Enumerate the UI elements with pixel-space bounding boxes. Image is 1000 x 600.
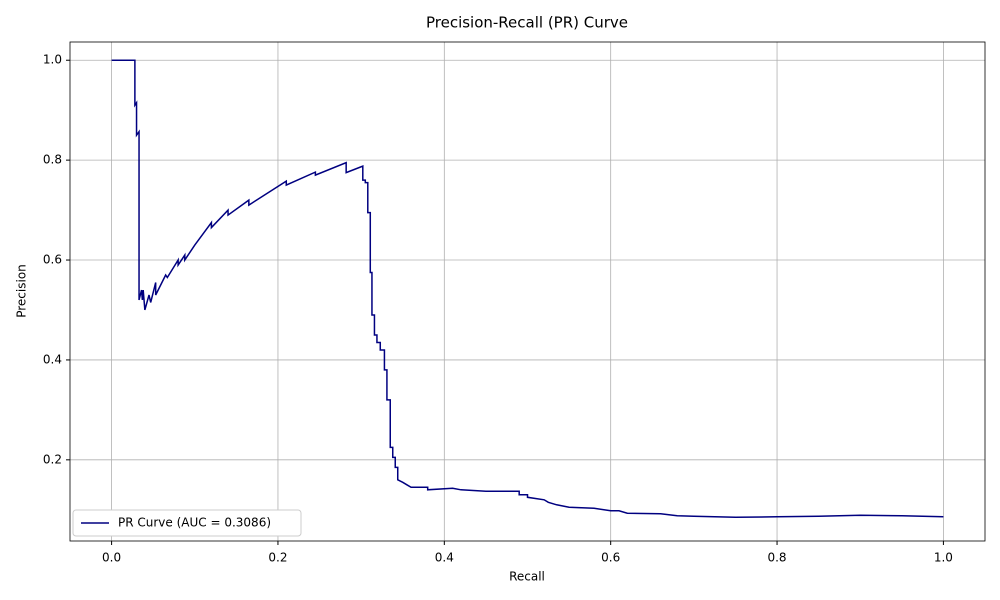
y-tick-label: 0.4 bbox=[43, 352, 62, 366]
y-axis-label: Precision bbox=[15, 264, 29, 318]
x-tick-label: 0.2 bbox=[268, 551, 287, 565]
plot-frame bbox=[69, 41, 986, 542]
x-tick-label: 0.4 bbox=[435, 551, 454, 565]
x-tick-label: 0.8 bbox=[767, 551, 786, 565]
x-tick-label: 1.0 bbox=[934, 551, 953, 565]
x-axis-label: Recall bbox=[509, 570, 545, 584]
y-tick-label: 0.6 bbox=[43, 253, 62, 267]
y-tick-label: 1.0 bbox=[43, 53, 62, 67]
pr-line bbox=[111, 59, 944, 519]
chart-title: Precision-Recall (PR) Curve bbox=[426, 14, 628, 32]
x-tick-label: 0.0 bbox=[102, 551, 121, 565]
y-tick-label: 0.8 bbox=[43, 153, 62, 167]
legend-label: PR Curve (AUC = 0.3086) bbox=[118, 516, 271, 530]
x-tick-label: 0.6 bbox=[601, 551, 620, 565]
y-tick-label: 0.2 bbox=[43, 452, 62, 466]
legend-box bbox=[72, 509, 302, 537]
